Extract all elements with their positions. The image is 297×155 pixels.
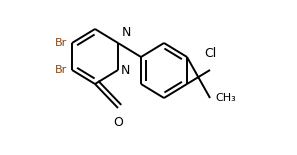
Text: Br: Br	[55, 65, 67, 75]
Text: Cl: Cl	[204, 47, 216, 60]
Text: N: N	[122, 26, 131, 39]
Text: Br: Br	[55, 38, 67, 48]
Text: CH₃: CH₃	[215, 93, 236, 103]
Text: N: N	[121, 64, 130, 77]
Text: O: O	[113, 116, 123, 129]
